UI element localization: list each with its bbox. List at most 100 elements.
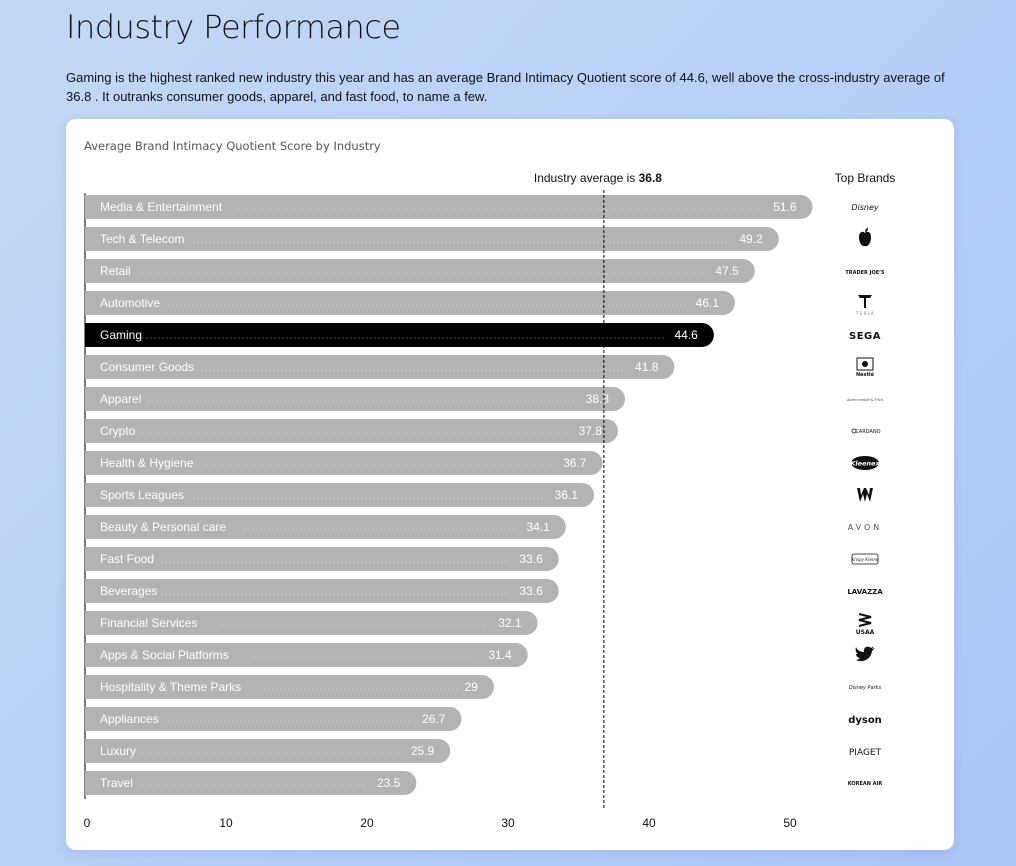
disney-logo-icon: Disney <box>851 203 879 212</box>
apple-logo-icon <box>859 228 871 247</box>
lavazza-logo-icon: LAVAZZA <box>847 588 883 596</box>
bar-value-label: 47.5 <box>715 264 739 278</box>
bar-value-label: 41.8 <box>635 360 659 374</box>
x-tick-label: 10 <box>219 816 233 830</box>
bar-row[interactable]: Appliances 26.7 <box>85 707 462 731</box>
bar-row[interactable]: Beverages 33.6 <box>85 579 559 603</box>
cardano-logo-icon: CARDANO <box>851 428 881 435</box>
bar-value-label: 38.3 <box>586 392 610 406</box>
bar[interactable] <box>85 579 559 603</box>
bar-category-label: Tech & Telecom <box>100 232 185 246</box>
bar-category-label: Beverages <box>100 584 157 598</box>
svg-text:T E S L A: T E S L A <box>855 311 874 316</box>
bar-row[interactable]: Travel 23.5 <box>85 771 417 795</box>
bar-row[interactable]: Apps & Social Platforms 31.4 <box>85 643 528 667</box>
industry-average-prefix: Industry average is <box>534 171 639 185</box>
x-tick-label: 50 <box>783 816 797 830</box>
bar-value-label: 44.6 <box>675 328 699 342</box>
bar-category-label: Apps & Social Platforms <box>100 648 229 662</box>
svg-text:Krispy Kreme: Krispy Kreme <box>852 557 879 562</box>
bar-category-label: Travel <box>100 776 133 790</box>
bar-category-label: Health & Hygiene <box>100 456 194 470</box>
disney-parks-logo-icon: Disney Parks <box>849 685 882 691</box>
bar-value-label: 26.7 <box>422 712 446 726</box>
bar[interactable] <box>85 643 528 667</box>
bar[interactable] <box>85 419 618 443</box>
bar[interactable] <box>85 227 779 251</box>
bar[interactable] <box>85 291 736 315</box>
bar-category-label: Financial Services <box>100 616 197 630</box>
svg-text:KOREAN AIR: KOREAN AIR <box>848 781 883 787</box>
svg-text:Disney: Disney <box>851 203 879 212</box>
chart-title: Average Brand Intimacy Quotient Score by… <box>84 139 381 153</box>
bar-row[interactable]: Apparel 38.3 <box>85 387 626 411</box>
bar-value-label: 36.1 <box>555 488 579 502</box>
bar-row[interactable]: Health & Hygiene 36.7 <box>85 451 603 475</box>
bar-category-label: Retail <box>100 264 131 278</box>
bar-category-label: Gaming <box>100 328 142 342</box>
svg-text:SEGA: SEGA <box>849 331 881 342</box>
bar[interactable] <box>85 259 755 283</box>
bar-category-label: Hospitality & Theme Parks <box>100 680 241 694</box>
svg-text:AVON: AVON <box>848 523 883 532</box>
bar-row[interactable]: Fast Food 33.6 <box>85 547 559 571</box>
bar[interactable] <box>85 547 559 571</box>
bar-value-label: 33.6 <box>519 552 543 566</box>
bar-category-label: Beauty & Personal care <box>100 520 226 534</box>
krispy-kreme-logo-icon: Krispy Kreme <box>851 553 879 565</box>
usaa-logo-icon: USAA <box>856 613 875 636</box>
bar[interactable] <box>85 611 538 635</box>
bar[interactable] <box>85 675 494 699</box>
svg-text:USAA: USAA <box>856 629 875 636</box>
bar-value-label: 51.6 <box>773 200 797 214</box>
bar-value-label: 33.6 <box>519 584 543 598</box>
bar-category-label: Appliances <box>100 712 159 726</box>
bar-row[interactable]: Gaming 44.6 <box>85 323 714 347</box>
x-tick-label: 30 <box>501 816 515 830</box>
bar-category-label: Sports Leagues <box>100 488 184 502</box>
bar-value-label: 25.9 <box>411 744 435 758</box>
bar-category-label: Apparel <box>100 392 141 406</box>
bar[interactable] <box>85 323 714 347</box>
bar[interactable] <box>85 483 595 507</box>
bar[interactable] <box>85 451 603 475</box>
bar-value-label: 34.1 <box>526 520 550 534</box>
bar-row[interactable]: Crypto 37.8 <box>85 419 618 443</box>
bar-row[interactable]: Consumer Goods 41.8 <box>85 355 675 379</box>
bar-value-label: 37.8 <box>579 424 603 438</box>
bar[interactable] <box>85 355 675 379</box>
bar-category-label: Automotive <box>100 296 160 310</box>
industry-average-label: Industry average is 36.8 <box>534 171 662 185</box>
dyson-logo-icon: dyson <box>848 715 882 726</box>
svg-text:dyson: dyson <box>848 715 882 726</box>
x-tick-label: 20 <box>360 816 374 830</box>
nestle-logo-icon: Nestlé <box>856 357 875 378</box>
bar-row[interactable]: Automotive 46.1 <box>85 291 736 315</box>
avon-logo-icon: AVON <box>848 523 883 532</box>
bar-row[interactable]: Tech & Telecom 49.2 <box>85 227 779 251</box>
twitter-logo-icon <box>855 646 875 662</box>
bar-row[interactable]: Luxury 25.9 <box>85 739 451 763</box>
piaget-logo-icon: PIAGET <box>849 748 882 758</box>
bar[interactable] <box>85 387 626 411</box>
bar[interactable] <box>85 515 566 539</box>
svg-text:Disney Parks: Disney Parks <box>849 685 882 691</box>
intro-paragraph: Gaming is the highest ranked new industr… <box>66 70 945 104</box>
top-brands-header: Top Brands <box>835 171 896 185</box>
bar[interactable] <box>85 195 813 219</box>
bar-category-label: Consumer Goods <box>100 360 194 374</box>
bar-row[interactable]: Sports Leagues 36.1 <box>85 483 595 507</box>
bar-row[interactable]: Beauty & Personal care 34.1 <box>85 515 566 539</box>
bar-value-label: 49.2 <box>739 232 763 246</box>
page-title: Industry Performance <box>66 8 401 46</box>
bar-row[interactable]: Media & Entertainment 51.6 <box>85 195 813 219</box>
bar-value-label: 46.1 <box>696 296 720 310</box>
bar[interactable] <box>85 707 462 731</box>
bar-row[interactable]: Financial Services 32.1 <box>85 611 538 635</box>
bar-row[interactable]: Hospitality & Theme Parks 29 <box>85 675 494 699</box>
bar-row[interactable]: Retail 47.5 <box>85 259 755 283</box>
bar-value-label: 29 <box>465 680 479 694</box>
bar[interactable] <box>85 739 451 763</box>
bar[interactable] <box>85 771 417 795</box>
